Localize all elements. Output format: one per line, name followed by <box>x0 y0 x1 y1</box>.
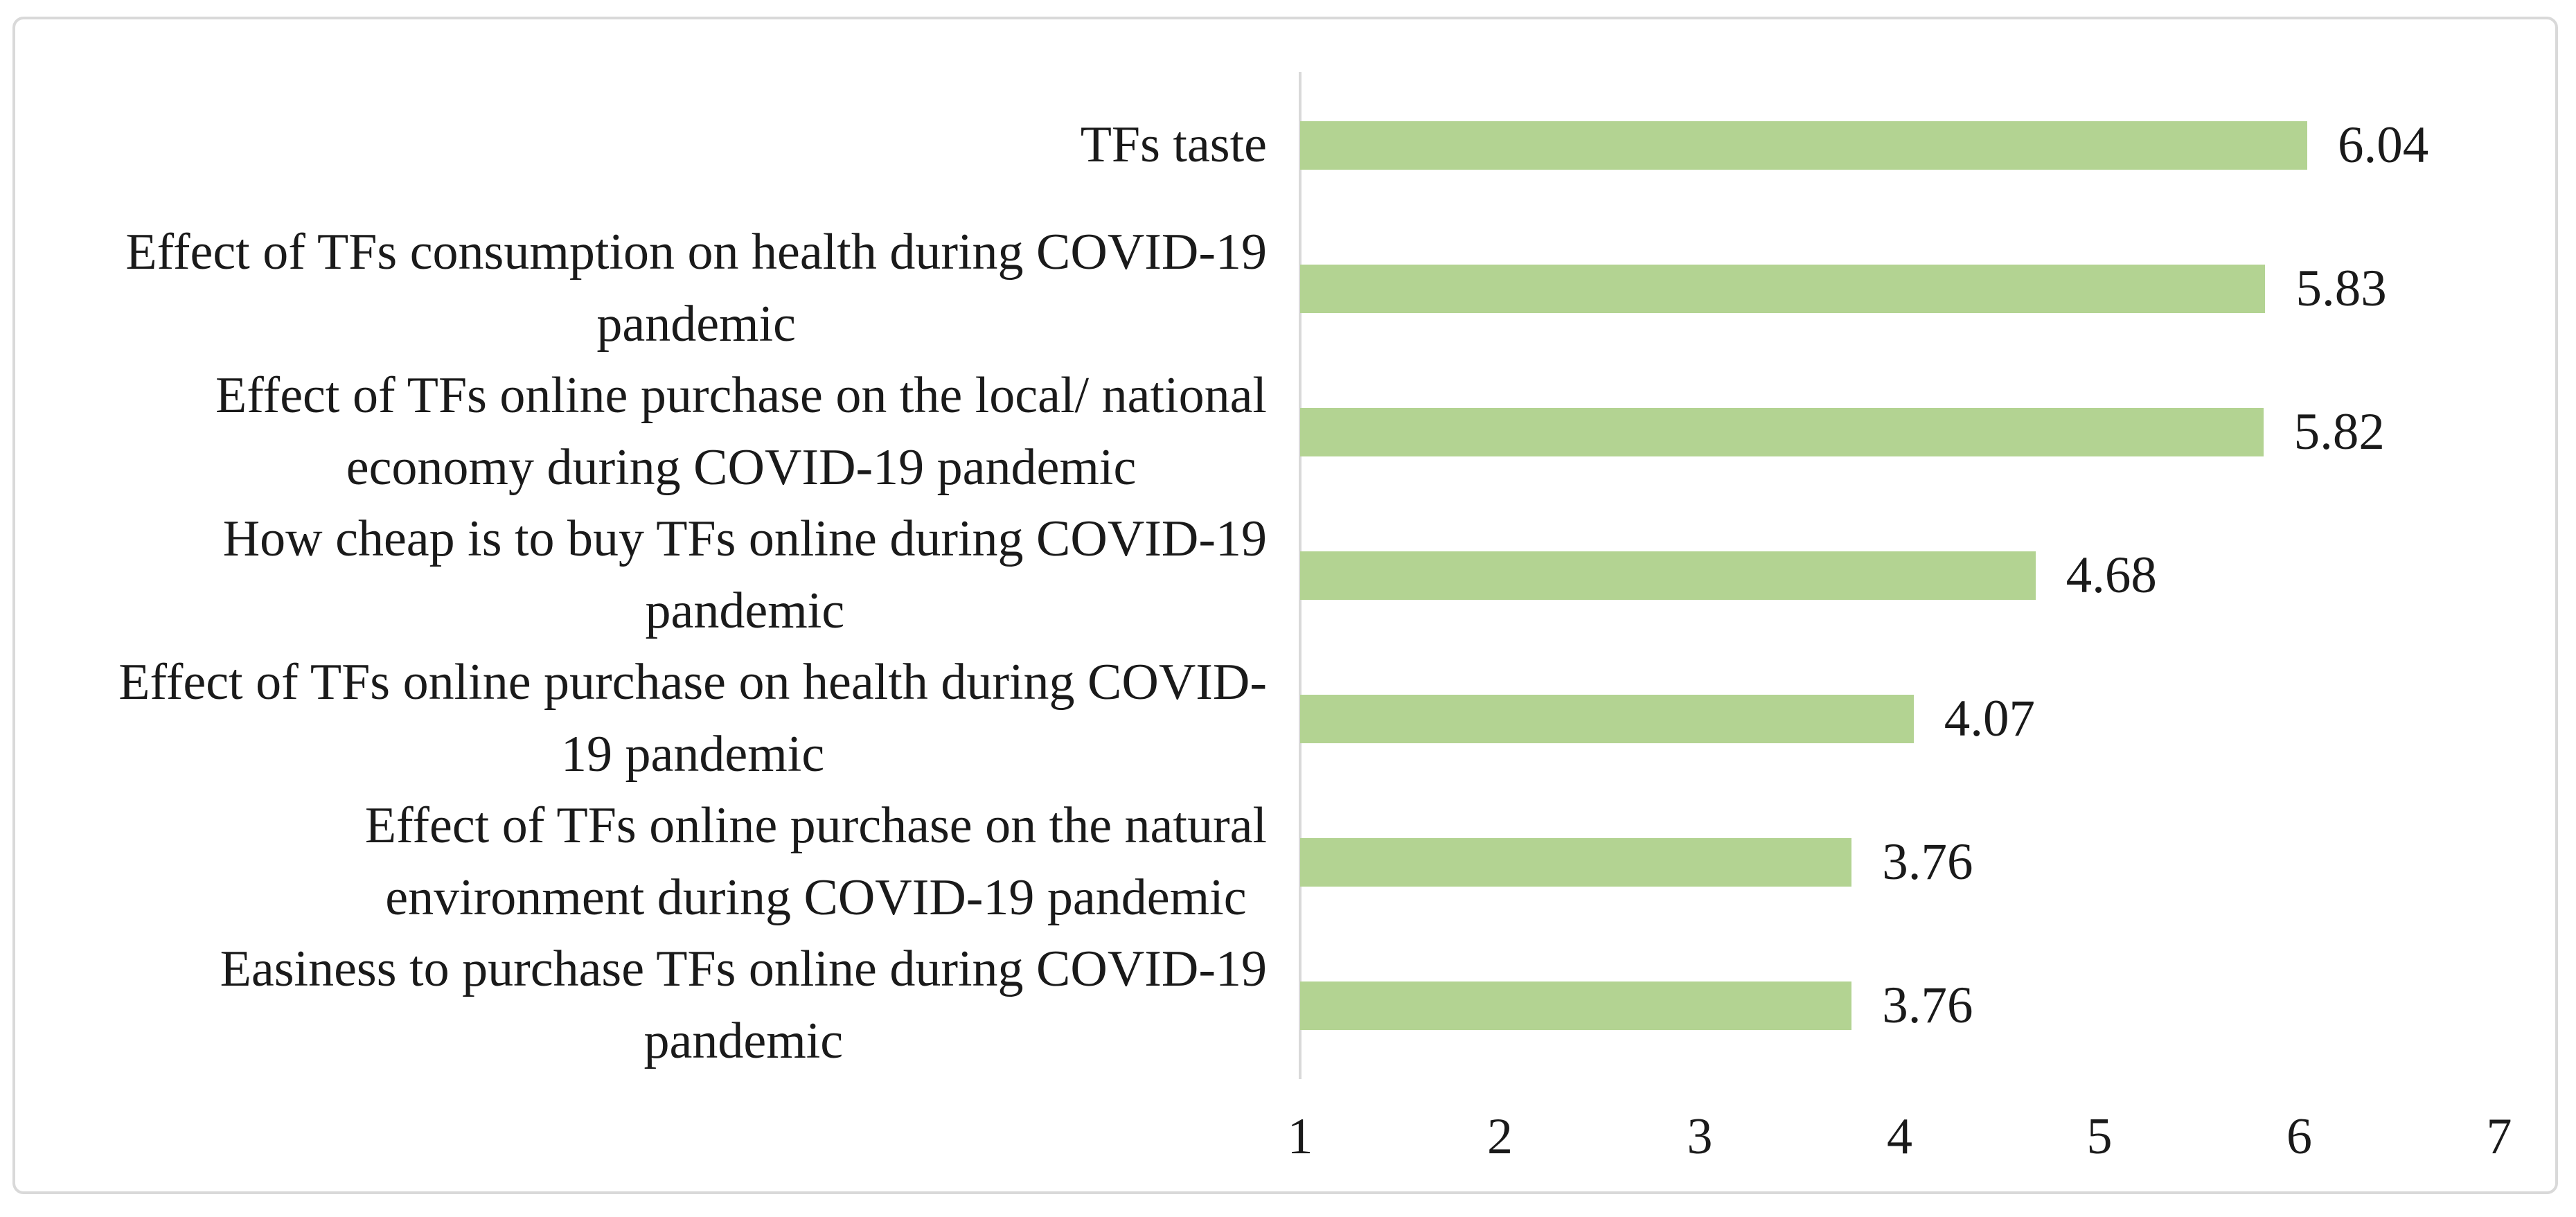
plot-area: TFs taste 6.04 Effect of TFs consumption o… <box>0 73 2576 1077</box>
x-tick-label: 5 <box>2086 1108 2113 1165</box>
bar <box>1300 407 2264 456</box>
value-label: 5.83 <box>2295 260 2387 317</box>
bar <box>1300 837 1852 887</box>
value-label: 3.76 <box>1882 977 1973 1034</box>
category-label: TFs taste <box>1080 116 1267 173</box>
bar <box>1300 264 2266 313</box>
x-tick-label: 2 <box>1486 1108 1513 1165</box>
bar-row: Effect of TFs online purchase on health … <box>0 647 2576 790</box>
bar-row: TFs taste 6.04 <box>0 73 2576 217</box>
bar <box>1300 121 2308 170</box>
bar-row: How cheap is to buy TFs online during CO… <box>0 504 2576 647</box>
value-label: 5.82 <box>2293 403 2385 461</box>
bar <box>1300 551 2036 600</box>
bar-row: Easiness to purchase TFs online during C… <box>0 934 2576 1077</box>
x-tick-label: 4 <box>1887 1108 1912 1165</box>
bar-row: Effect of TFs online purchase on the loc… <box>0 360 2576 504</box>
value-label: 3.76 <box>1882 833 1973 891</box>
value-label: 4.07 <box>1944 690 2035 747</box>
bar-row: Effect of TFs consumption on health duri… <box>0 217 2576 360</box>
value-label: 4.68 <box>2066 547 2157 604</box>
category-label: Effect of TFs online purchase on the nat… <box>364 797 1267 926</box>
x-tick-label: 6 <box>2286 1108 2312 1165</box>
figure-border <box>12 17 2558 1194</box>
bar <box>1300 981 1852 1030</box>
category-label: How cheap is to buy TFs online during CO… <box>222 510 1267 639</box>
category-label: Effect of TFs online purchase on health … <box>118 653 1267 783</box>
bar <box>1300 694 1914 743</box>
x-axis-tick-labels: 1 2 3 4 5 6 7 <box>1288 1108 2512 1173</box>
category-label: Effect of TFs consumption on health duri… <box>125 223 1267 353</box>
value-label: 6.04 <box>2338 116 2429 174</box>
category-label: Easiness to purchase TFs online during C… <box>220 940 1267 1069</box>
bar-row: Effect of TFs online purchase on the nat… <box>0 790 2576 934</box>
x-tick-label: 3 <box>1687 1108 1713 1165</box>
x-tick-label: 1 <box>1287 1108 1313 1165</box>
category-label: Effect of TFs online purchase on the loc… <box>215 366 1267 496</box>
x-tick-label: 7 <box>2486 1108 2512 1165</box>
